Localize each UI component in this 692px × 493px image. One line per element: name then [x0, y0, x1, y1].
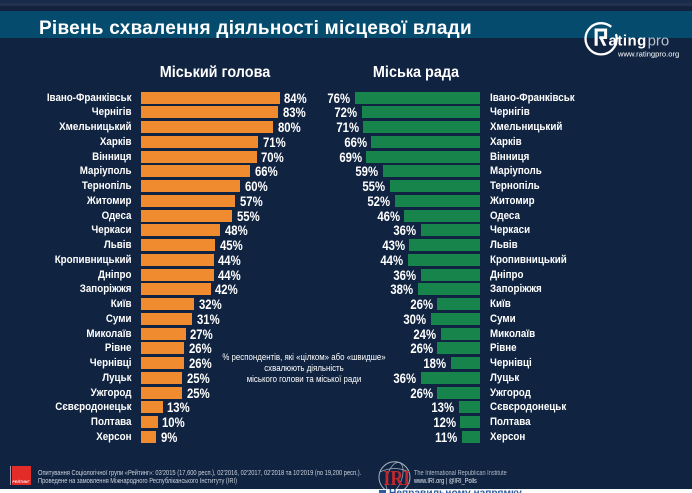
svg-text:pro: pro	[648, 33, 670, 50]
svg-text:IRI: IRI	[384, 468, 411, 491]
svg-text:ating: ating	[609, 33, 647, 50]
svg-text:www.ratingpro.org: www.ratingpro.org	[617, 50, 679, 59]
